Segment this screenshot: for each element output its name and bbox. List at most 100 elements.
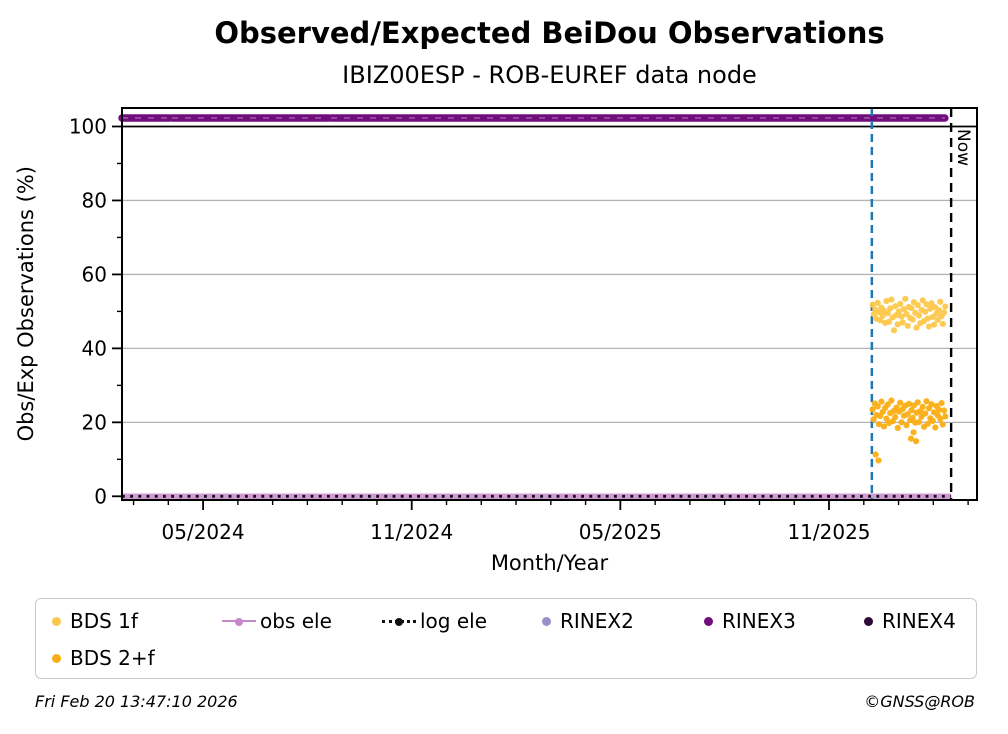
- bds-2f-point: [939, 421, 946, 428]
- bds-2f-point: [905, 400, 913, 407]
- bds-1f-point: [915, 312, 923, 319]
- bds-2f-point: [880, 423, 888, 430]
- bds-2f-point: [919, 403, 926, 410]
- bds-2f-point: [924, 420, 931, 427]
- bds-2f-point: [870, 416, 877, 423]
- bds-1f-point: [904, 322, 911, 329]
- bds-1f-point: [897, 300, 904, 308]
- bds-2f-point: [937, 415, 944, 423]
- bds-1f-point: [914, 302, 921, 309]
- chart-title: Observed/Expected BeiDou Observations: [214, 16, 885, 50]
- bds-1f-point: [922, 308, 929, 315]
- y-tick-label: 40: [82, 336, 107, 360]
- legend-item-rinex2: RINEX2: [542, 608, 634, 634]
- y-tick-label: 100: [69, 114, 107, 138]
- legend-item-obs-ele: obs ele: [222, 608, 332, 634]
- bds-2f-point: [875, 421, 883, 428]
- bds-1f-point: [888, 296, 895, 303]
- bds-1f-point: [900, 306, 908, 313]
- bds-2f-point: [914, 399, 921, 406]
- legend-item-rinex3: RINEX3: [704, 608, 796, 634]
- bds-1f-marker-icon: [52, 616, 61, 626]
- bds-2f-point: [938, 400, 945, 407]
- legend-label-obs-ele: obs ele: [260, 609, 332, 633]
- legend-label-bds-1f: BDS 1f: [70, 609, 138, 633]
- rinex4-marker-icon: [864, 616, 873, 626]
- plot-area: Now 05/2024 11/2024 05/2025 11/2025 0 20 40 60 80…: [69, 107, 978, 544]
- bds-1f-point: [903, 310, 910, 318]
- now-label: Now: [953, 129, 973, 166]
- bds-2f-point: [912, 438, 920, 445]
- plot-timestamp: Fri Feb 20 13:47:10 2026: [35, 692, 238, 711]
- bds-2f-point: [884, 401, 891, 408]
- bds-1f-point: [887, 305, 894, 312]
- legend-item-bds-2f: BDS 2+f: [52, 645, 155, 671]
- bds-1f-point: [890, 327, 898, 334]
- bds-1f-point: [895, 308, 903, 315]
- bds-2f-point: [942, 413, 949, 420]
- bds-2f-point: [923, 398, 930, 405]
- bds-2f-point: [875, 457, 882, 464]
- rinex3-marker-icon: [704, 616, 713, 626]
- legend-item-log-ele: log ele: [382, 608, 487, 634]
- bds-2f-point: [915, 418, 923, 426]
- x-axis-label: Month/Year: [490, 551, 609, 575]
- bds-2f-point: [929, 417, 936, 424]
- bds-2f-point: [907, 435, 915, 442]
- bds-1f-point: [930, 321, 938, 328]
- legend-label-rinex3: RINEX3: [722, 609, 796, 633]
- legend-label-rinex4: RINEX4: [882, 609, 956, 633]
- bds-2f-point: [909, 414, 916, 422]
- legend-item-bds-1f: BDS 1f: [52, 608, 138, 634]
- bds-1f-point: [879, 312, 886, 319]
- bds-1f-point: [902, 295, 909, 302]
- bds-2f-point: [874, 403, 881, 410]
- rinex2-marker-icon: [542, 616, 551, 626]
- bds-2f-point: [940, 407, 948, 414]
- x-tick-label: 05/2025: [579, 520, 662, 544]
- bds-2f-point: [872, 451, 879, 458]
- copyright-credit: ©GNSS@ROB: [864, 692, 975, 711]
- bds-2f-point: [888, 397, 895, 404]
- legend-label-bds-2f: BDS 2+f: [70, 646, 155, 670]
- bds-1f-point: [899, 319, 906, 326]
- legend: BDS 1f obs ele log ele RINEX2 RINEX3 RINEX4 BD…: [35, 598, 977, 679]
- bds-1f-point: [894, 321, 901, 328]
- bds-2f-point: [908, 407, 915, 414]
- bds-2f-point: [910, 429, 917, 436]
- bds-2f-point: [894, 424, 901, 431]
- bds-1f-point: [939, 320, 946, 328]
- bds-2f-point: [928, 401, 935, 408]
- log-ele-marker-icon: [382, 617, 416, 626]
- y-tick-label: 60: [82, 262, 107, 286]
- bds-2f-point: [922, 410, 929, 417]
- bds-2f-point: [932, 424, 939, 431]
- bds-1f-point: [925, 323, 933, 330]
- obs-ele-marker-icon: [222, 617, 256, 626]
- y-tick-label: 20: [82, 410, 107, 434]
- bds-2f-point: [935, 406, 943, 413]
- bds-2f-point: [897, 399, 904, 406]
- bds-1f-point: [869, 301, 876, 308]
- y-tick-label: 0: [94, 484, 107, 508]
- bds-2f-marker-icon: [52, 653, 61, 663]
- y-axis-label: Obs/Exp Observations (%): [14, 166, 38, 442]
- bds-2f-point: [904, 411, 911, 418]
- bds-1f-point: [885, 318, 893, 325]
- bds-2f-point: [903, 422, 910, 429]
- x-tick-label: 11/2025: [787, 520, 870, 544]
- bds-2f-point: [892, 414, 899, 421]
- bds-1f-point: [874, 299, 881, 306]
- bds-1f-point: [927, 305, 934, 312]
- legend-item-rinex4: RINEX4: [864, 608, 956, 634]
- x-tick-label: 11/2024: [370, 520, 453, 544]
- bds-1f-point: [908, 304, 915, 312]
- bds-1f-point: [883, 297, 890, 305]
- log-ele-mid-dot: [395, 617, 403, 626]
- obs-ele-mid-dot: [235, 617, 243, 626]
- bds-1f-point: [940, 309, 948, 316]
- bds-1f-point: [935, 307, 943, 314]
- bds-1f-point: [909, 316, 916, 323]
- x-tick-label: 05/2024: [162, 520, 245, 544]
